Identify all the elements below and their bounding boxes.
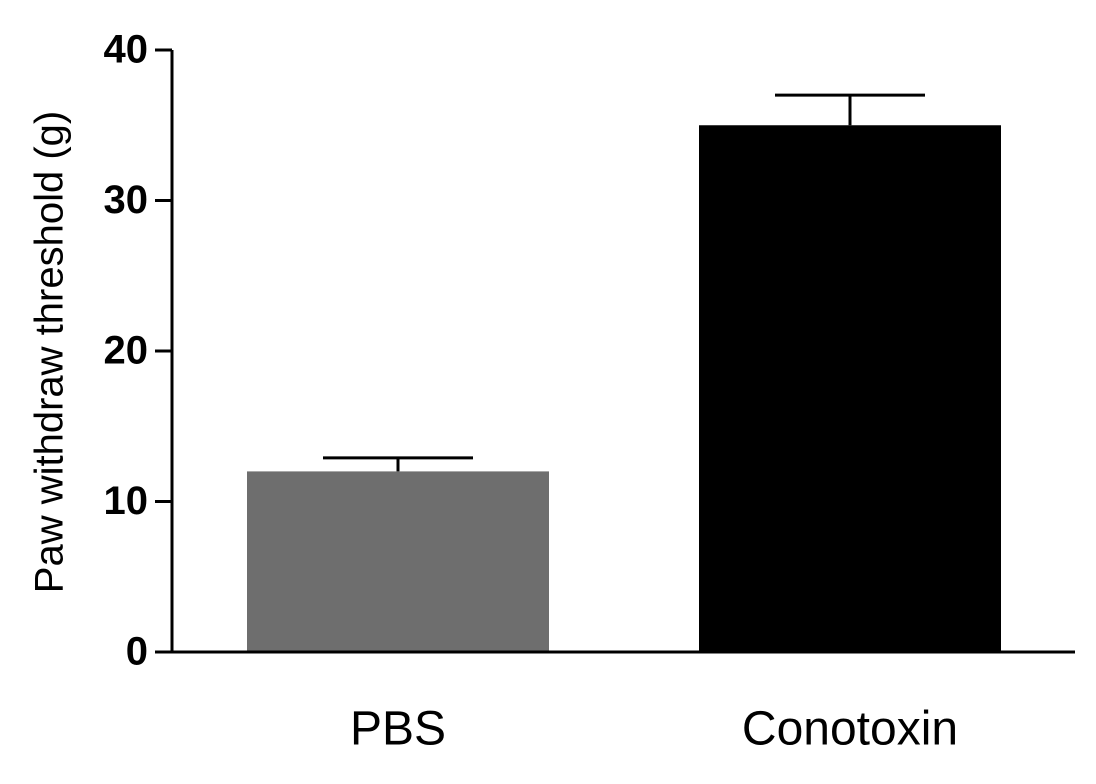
y-tick-label: 0 [126, 630, 148, 674]
y-axis-label: Paw withdraw threshold (g) [28, 111, 72, 593]
y-tick-label: 30 [104, 178, 149, 222]
y-tick-label: 40 [104, 28, 149, 72]
x-tick-label: PBS [350, 703, 446, 756]
bar [699, 125, 1001, 652]
y-tick-label: 10 [104, 479, 149, 523]
x-tick-label: Conotoxin [742, 703, 958, 756]
y-tick-label: 20 [104, 329, 149, 373]
bar [247, 471, 549, 652]
